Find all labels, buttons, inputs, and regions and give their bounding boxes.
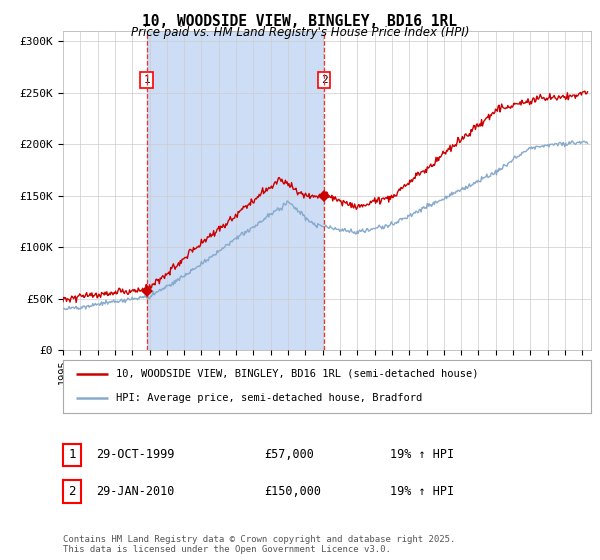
Text: 19% ↑ HPI: 19% ↑ HPI: [390, 485, 454, 498]
Text: Contains HM Land Registry data © Crown copyright and database right 2025.
This d: Contains HM Land Registry data © Crown c…: [63, 535, 455, 554]
Text: 19% ↑ HPI: 19% ↑ HPI: [390, 448, 454, 461]
Text: 10, WOODSIDE VIEW, BINGLEY, BD16 1RL (semi-detached house): 10, WOODSIDE VIEW, BINGLEY, BD16 1RL (se…: [116, 369, 478, 379]
Text: 1: 1: [143, 75, 150, 85]
Bar: [146, 31, 324, 350]
Text: Price paid vs. HM Land Registry's House Price Index (HPI): Price paid vs. HM Land Registry's House …: [131, 26, 469, 39]
Text: 2: 2: [68, 485, 76, 498]
Text: 10, WOODSIDE VIEW, BINGLEY, BD16 1RL: 10, WOODSIDE VIEW, BINGLEY, BD16 1RL: [143, 14, 458, 29]
Text: £150,000: £150,000: [264, 485, 321, 498]
Text: 1: 1: [68, 448, 76, 461]
Text: £57,000: £57,000: [264, 448, 314, 461]
Text: HPI: Average price, semi-detached house, Bradford: HPI: Average price, semi-detached house,…: [116, 393, 422, 403]
Text: 2: 2: [320, 75, 328, 85]
Text: 29-OCT-1999: 29-OCT-1999: [96, 448, 175, 461]
Text: 29-JAN-2010: 29-JAN-2010: [96, 485, 175, 498]
